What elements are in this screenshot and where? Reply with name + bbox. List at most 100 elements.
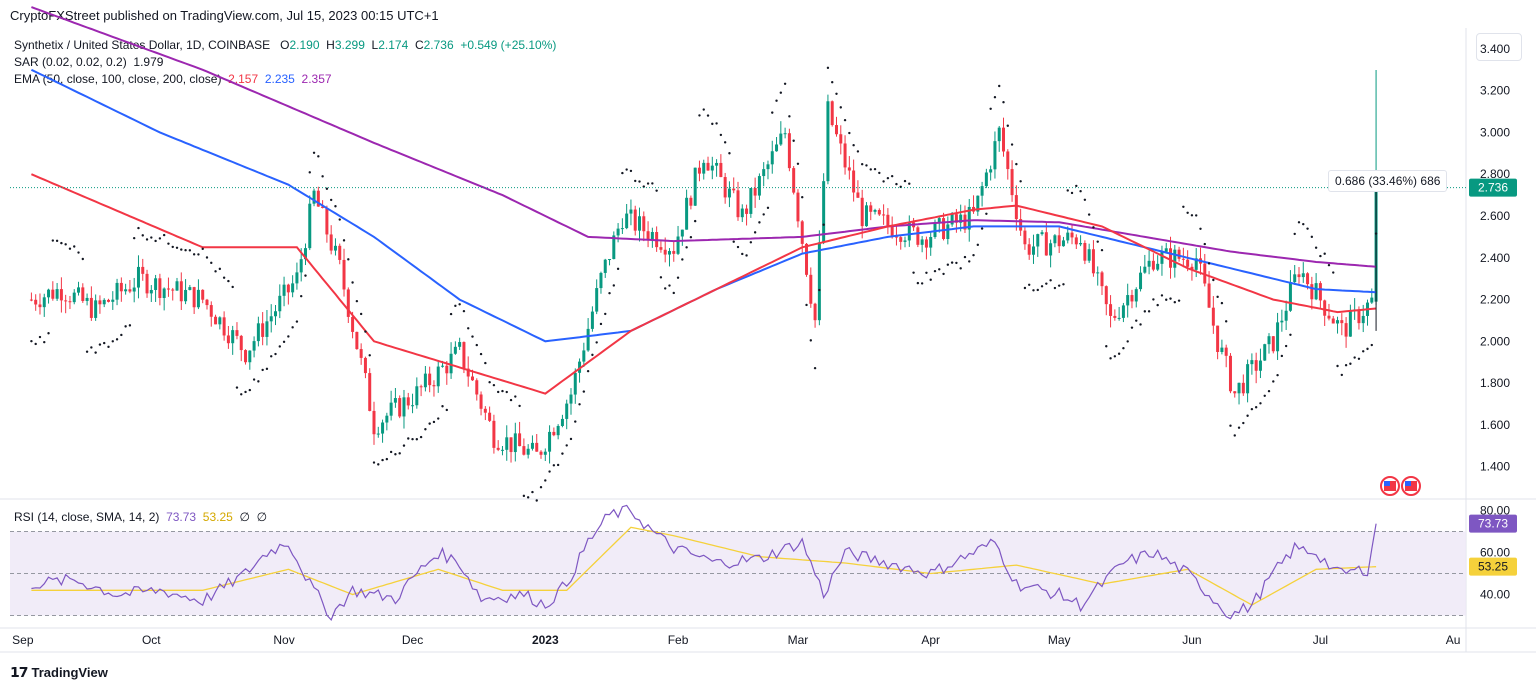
sar-dot <box>539 485 543 489</box>
sar-dot <box>351 281 354 284</box>
sar-dot <box>698 114 701 117</box>
candle-body <box>980 186 984 196</box>
rsi-legend: RSI (14, close, SMA, 14, 2) 73.73 53.25 … <box>14 510 267 524</box>
symbol-label[interactable]: Synthetix / United States Dollar, 1D, CO… <box>14 38 271 52</box>
sar-dot <box>252 378 256 381</box>
sar-dot <box>1310 235 1314 239</box>
sar-dot <box>270 355 273 358</box>
ema-label[interactable]: EMA (50, close, 100, close, 200, close) <box>14 72 222 86</box>
sar-dot <box>719 133 723 137</box>
candle-body <box>205 299 209 306</box>
candle-body <box>1216 325 1220 353</box>
sar-dot <box>180 248 183 251</box>
candle-body <box>179 281 183 302</box>
candle-body <box>1079 242 1083 245</box>
sar-dot <box>1224 320 1228 323</box>
sar-dot <box>1015 162 1018 166</box>
ema100-value: 2.235 <box>264 72 295 86</box>
candle-body <box>1160 251 1164 264</box>
time-tick-label: Feb <box>668 633 689 647</box>
price-tick-label: 2.000 <box>1480 334 1510 348</box>
candle-body <box>1006 151 1010 170</box>
measure-label: 0.686 (33.46%) 686 <box>1328 170 1448 192</box>
candle-body <box>1121 305 1125 318</box>
candle-body <box>924 239 928 248</box>
sar-dot <box>1010 143 1014 146</box>
candle-body <box>578 361 582 373</box>
sar-dot <box>218 267 222 271</box>
footer-brand[interactable]: 𝟭𝟳 TradingView <box>10 664 108 681</box>
sar-dot <box>171 245 174 249</box>
candle-body <box>1271 336 1275 352</box>
sar-dot <box>372 461 376 464</box>
sar-dot <box>968 260 971 263</box>
sar-dot <box>651 182 654 185</box>
sar-dot <box>711 122 714 126</box>
sar-dot <box>976 243 980 247</box>
sar-dot <box>368 354 371 357</box>
candle-body <box>295 272 299 284</box>
sar-dot <box>385 457 389 461</box>
close-value: 2.736 <box>423 38 454 52</box>
sar-dot <box>1057 284 1061 287</box>
sar-dot <box>428 422 431 425</box>
sar-dot <box>462 309 466 313</box>
sar-dot <box>672 291 675 295</box>
sar-dot <box>676 276 680 279</box>
sar-dot <box>1280 354 1284 358</box>
rsi-sma-line <box>31 526 1377 606</box>
sar-dot <box>188 249 192 252</box>
sar-dot <box>377 463 380 466</box>
sar-dot <box>291 326 294 329</box>
candle-body <box>860 197 864 227</box>
sar-dot <box>706 114 710 117</box>
sar-dot <box>775 99 778 102</box>
sar-dot <box>1297 221 1301 224</box>
candle-body <box>38 304 42 308</box>
candle-body <box>466 368 470 377</box>
sar-dot <box>445 408 448 412</box>
candle-body <box>813 303 817 321</box>
sar-dot <box>197 253 200 256</box>
candle-body <box>950 214 954 225</box>
candle-body <box>124 289 128 292</box>
sar-dot <box>124 325 127 328</box>
candle-body <box>282 284 286 296</box>
candle-body <box>526 448 530 455</box>
candle-body <box>47 289 51 298</box>
sar-dot <box>1066 189 1069 192</box>
ema200-value: 2.357 <box>301 72 332 86</box>
candle-body <box>1241 382 1245 394</box>
sar-dot <box>980 227 984 230</box>
sar-dot <box>843 118 847 122</box>
candle-body <box>329 234 333 251</box>
candle-body <box>1301 273 1305 278</box>
sar-dot <box>227 279 230 283</box>
candle-body <box>145 273 149 294</box>
sar-dot <box>1019 180 1022 183</box>
candle-body <box>680 229 684 237</box>
sar-label[interactable]: SAR (0.02, 0.02, 0.2) <box>14 55 127 69</box>
sar-dot <box>1182 205 1185 209</box>
sar-dot <box>1336 364 1339 368</box>
sar-dot <box>963 255 967 259</box>
sar-dot <box>1220 301 1224 305</box>
sar-dot <box>942 272 945 276</box>
candle-body <box>85 297 89 301</box>
rsi-extra-1: ∅ <box>239 510 250 524</box>
top-right-button[interactable] <box>1476 33 1522 61</box>
sar-dot <box>715 122 718 125</box>
candle-body <box>642 216 646 232</box>
rsi-label[interactable]: RSI (14, close, SMA, 14, 2) <box>14 510 160 524</box>
sar-dot <box>128 324 132 327</box>
candle-body <box>963 214 967 230</box>
sar-dot <box>1053 286 1057 290</box>
sar-dot <box>535 499 538 502</box>
candle-body <box>1083 242 1087 261</box>
candle-body <box>659 247 663 250</box>
candle-body <box>633 209 637 231</box>
candle-body <box>697 167 701 174</box>
candle-body <box>106 299 110 302</box>
candle-body <box>29 299 33 301</box>
